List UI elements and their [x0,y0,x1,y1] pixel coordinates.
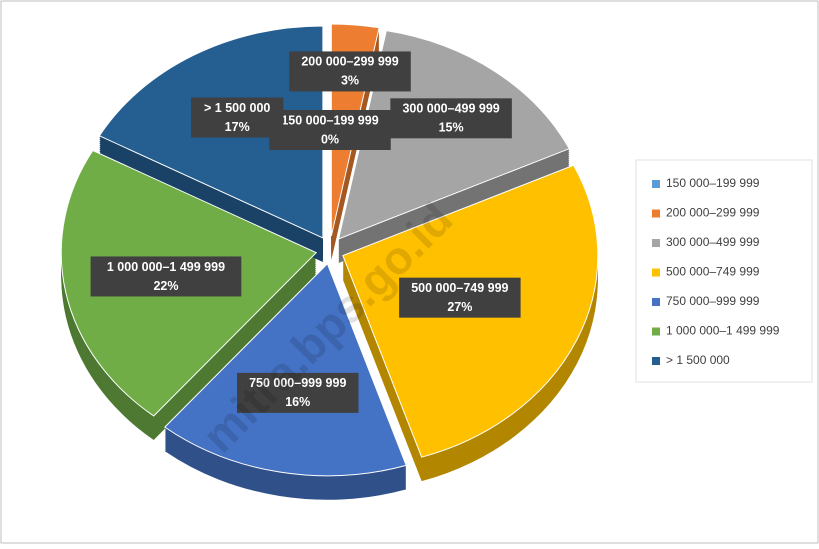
legend-swatch [652,268,660,277]
legend-label: 1 000 000–1 499 999 [666,324,780,338]
legend-swatch [652,298,660,306]
legend: 150 000–199 999 200 000–299 999 300 000–49… [652,176,780,367]
legend-label: 200 000–299 999 [666,206,760,220]
data-label-box [289,51,411,92]
legend-swatch [652,180,660,188]
data-label-box [399,277,521,318]
data-label-box [237,372,359,413]
legend-swatch [652,239,660,247]
data-label-category: 300 000–499 999 [402,102,499,116]
legend-label: 750 000–999 999 [666,294,760,308]
data-label-value: 15% [439,121,464,135]
data-label-box [390,98,512,139]
data-label-category: 1 000 000–1 499 999 [107,260,225,274]
legend-label: 500 000–749 999 [666,265,760,279]
data-label-value: 17% [225,120,250,134]
data-label-value: 3% [341,74,359,88]
data-label-value: 27% [447,300,472,314]
legend-swatch [652,327,660,336]
legend-box [635,159,813,383]
data-label-category: 150 000–199 999 [281,113,378,127]
labels: 150 000–199 999 0% 200 000–299 999 3% 300 00… [90,51,521,413]
data-label-value: 0% [321,132,339,146]
legend-swatch [652,209,660,218]
slice [164,262,407,477]
legend-label: > 1 500 000 [666,353,730,367]
data-label-box [191,97,284,138]
legend-swatch [652,357,660,365]
data-label-value: 22% [153,279,178,293]
data-label-category: 500 000–749 999 [411,281,508,295]
data-label-category: 200 000–299 999 [301,55,398,69]
data-label-value: 16% [285,395,310,409]
data-label-category: 750 000–999 999 [249,376,346,390]
data-label-box [269,110,391,150]
data-label-category: > 1 500 000 [204,101,270,115]
legend-label: 300 000–499 999 [666,235,760,249]
data-label-box [90,256,242,297]
legend-label: 150 000–199 999 [666,176,760,190]
